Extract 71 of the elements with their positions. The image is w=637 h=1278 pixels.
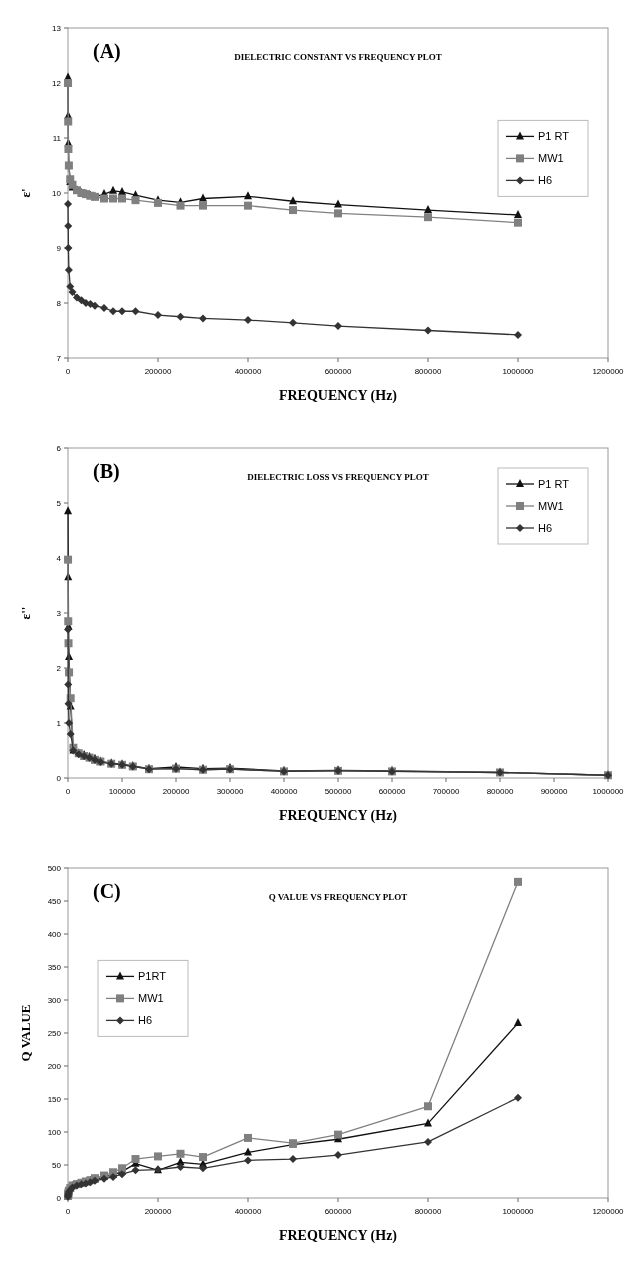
legend-label: H6 <box>538 521 553 534</box>
legend-label: MW1 <box>138 992 164 1005</box>
y-tick-label: 50 <box>52 1160 62 1170</box>
y-tick-label: 1 <box>56 718 62 728</box>
y-tick-label: 0 <box>56 773 62 783</box>
legend-label: MW1 <box>538 152 564 165</box>
legend-label: P1 RT <box>538 477 570 490</box>
x-tick-label: 400000 <box>234 1207 262 1216</box>
x-tick-label: 1000000 <box>592 787 625 796</box>
x-tick-label: 1000000 <box>502 1207 535 1216</box>
x-tick-label: 500000 <box>324 787 352 796</box>
y-axis-title: Q VALUE <box>18 1004 33 1062</box>
x-tick-label: 1200000 <box>592 367 625 376</box>
y-tick-label: 4 <box>56 553 62 563</box>
y-tick-label: 0 <box>56 1193 62 1203</box>
x-axis-title: FREQUENCY (Hz) <box>278 808 398 824</box>
x-tick-label: 1200000 <box>592 1207 625 1216</box>
y-tick-label: 250 <box>47 1028 62 1038</box>
x-tick-label: 800000 <box>414 367 442 376</box>
annotation: (B) <box>93 460 120 483</box>
y-tick-label: 9 <box>56 243 62 253</box>
y-tick-label: 6 <box>56 443 62 453</box>
y-tick-label: 150 <box>47 1094 62 1104</box>
x-axis-title: FREQUENCY (Hz) <box>278 1228 398 1244</box>
x-tick-label: 600000 <box>378 787 406 796</box>
x-tick-label: 600000 <box>324 367 352 376</box>
x-tick-label: 0 <box>65 787 71 796</box>
x-axis-title: FREQUENCY (Hz) <box>278 388 398 404</box>
y-tick-label: 450 <box>47 896 62 906</box>
legend-label: MW1 <box>538 499 564 512</box>
x-tick-label: 600000 <box>324 1207 352 1216</box>
text: DIELECTRIC CONSTANT VS FREQUENCY PLOT <box>234 52 442 62</box>
annotation: (C) <box>93 880 121 903</box>
x-tick-label: 200000 <box>162 787 190 796</box>
y-tick-label: 3 <box>56 608 62 618</box>
x-tick-label: 800000 <box>486 787 514 796</box>
x-tick-label: 300000 <box>216 787 244 796</box>
y-tick-label: 10 <box>52 188 62 198</box>
y-tick-label: 400 <box>47 929 62 939</box>
y-tick-label: 8 <box>56 298 62 308</box>
x-tick-label: 200000 <box>144 1207 172 1216</box>
legend-label: H6 <box>538 174 553 187</box>
annotation: (A) <box>93 40 121 63</box>
y-tick-label: 300 <box>47 995 62 1005</box>
y-tick-label: 2 <box>56 663 62 673</box>
y-tick-label: 350 <box>47 962 62 972</box>
y-axis-title: ε' <box>18 188 33 198</box>
y-tick-label: 5 <box>56 498 62 508</box>
y-tick-label: 12 <box>52 78 62 88</box>
x-tick-label: 400000 <box>234 367 262 376</box>
x-tick-label: 800000 <box>414 1207 442 1216</box>
y-tick-label: 100 <box>47 1127 62 1137</box>
y-tick-label: 11 <box>52 133 62 143</box>
legend-label: P1 RT <box>538 130 570 143</box>
y-tick-label: 13 <box>52 23 62 33</box>
x-tick-label: 0 <box>65 367 71 376</box>
y-axis-title: ε'' <box>18 606 33 620</box>
x-tick-label: 700000 <box>432 787 460 796</box>
x-tick-label: 200000 <box>144 367 172 376</box>
x-tick-label: 400000 <box>270 787 298 796</box>
legend-label: P1RT <box>138 970 167 983</box>
text: DIELECTRIC LOSS VS FREQUENCY PLOT <box>247 472 429 482</box>
x-tick-label: 0 <box>65 1207 71 1216</box>
y-tick-label: 200 <box>47 1061 62 1071</box>
y-tick-label: 500 <box>47 863 62 873</box>
legend-label: H6 <box>138 1014 153 1027</box>
x-tick-label: 900000 <box>540 787 568 796</box>
text: Q VALUE VS FREQUENCY PLOT <box>268 892 408 902</box>
y-tick-label: 7 <box>56 353 62 363</box>
x-tick-label: 100000 <box>108 787 136 796</box>
x-tick-label: 1000000 <box>502 367 535 376</box>
